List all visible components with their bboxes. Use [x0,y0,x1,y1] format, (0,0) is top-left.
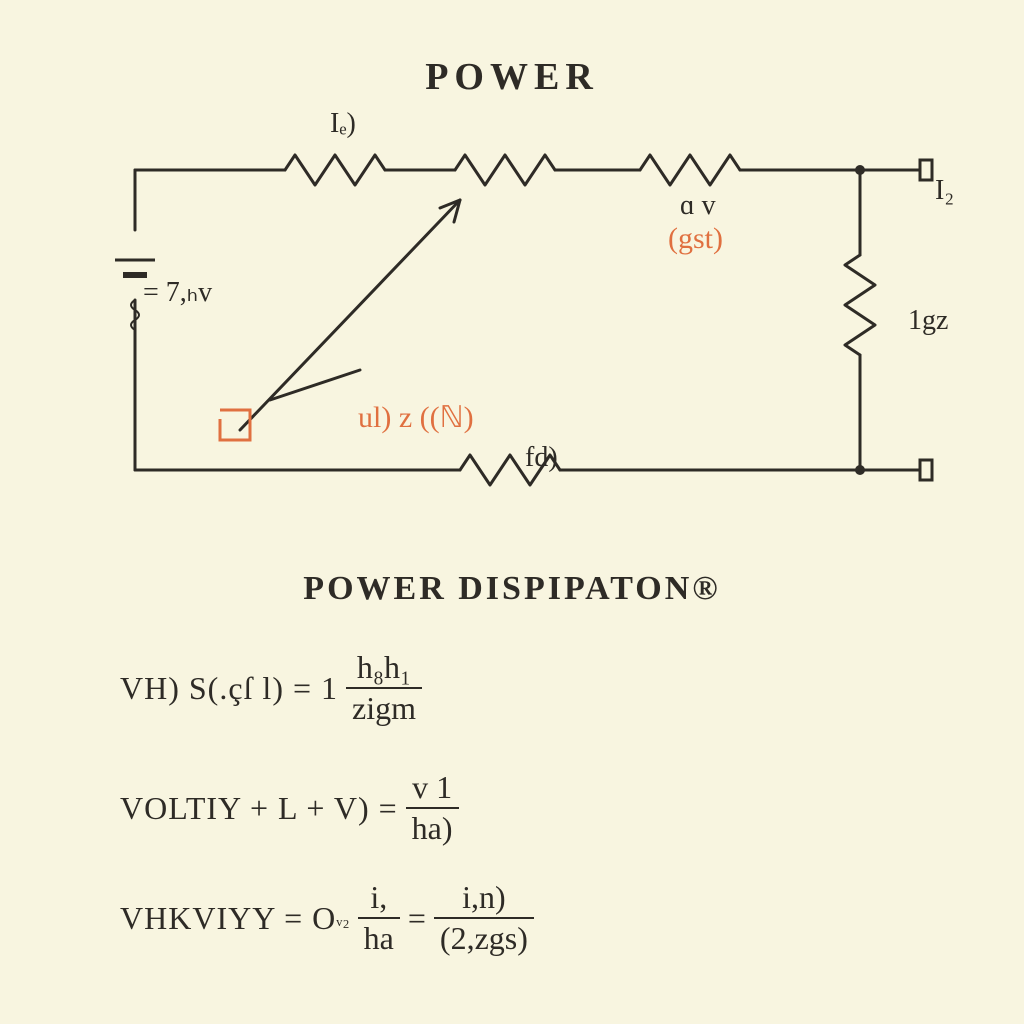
label_gv: ɑ v [680,190,716,222]
current-arrow [240,200,460,430]
label_fd: fd) [525,442,558,474]
formula3: VHKVIYY = Oᵥ₂ i, ha = i,n) (2,zgs) [120,880,542,956]
resistor-r_right [845,255,875,355]
resistor-r2_top [455,155,555,185]
formula2-frac: v 1 ha) [406,770,459,846]
formula3-sub: ᵥ₂ [336,906,349,930]
formula1-frac-den: zigm [346,691,422,726]
label_ie: Iₑ) [330,108,356,140]
label_i2: I₂ [935,175,954,207]
page-title: POWER [0,55,1024,99]
formula3-frac-bar [358,917,400,919]
label_gst: (gst) [668,222,723,256]
formula2-frac-num: v 1 [406,770,458,805]
formula2-frac-den: ha) [406,811,459,846]
circuit-diagram [60,100,970,520]
terminal-0 [920,160,932,180]
label_7hv: = 7,ₕv [143,275,212,309]
formula3-frac: i, ha [358,880,400,956]
formula2: VOLTIY + L + V) = v 1 ha) [120,770,467,846]
formula3-frac2-num: i,n) [456,880,512,915]
formula1: VH) S(.çſ l) = 1 h₈h₁ zigm [120,650,430,726]
formula1-lhs: VH) S(.çſ l) = 1 [120,670,338,707]
formula1-frac-num: h₈h₁ [351,650,417,685]
resistor-r1_top [285,155,385,185]
formula3-frac-den: ha [358,921,400,956]
formula3-mid: = [408,900,426,937]
label_ul: ul) z ((ℕ) [358,400,474,435]
formula2-frac-bar [406,807,459,809]
formula1-frac-bar [346,687,422,689]
formula3-frac2: i,n) (2,zgs) [434,880,534,956]
formula1-frac: h₈h₁ zigm [346,650,422,726]
wire-top_right [740,170,860,255]
formula3-frac-num: i, [364,880,393,915]
formula3-frac2-den: (2,zgs) [434,921,534,956]
resistor-r3_top [640,155,740,185]
label_1gz: 1gz [908,305,948,337]
formula3-lhs: VHKVIYY = O [120,900,336,937]
terminal-1 [920,460,932,480]
section-title: POWER DISPIPATON® [0,570,1024,608]
node-1 [855,465,865,475]
formula2-lhs: VOLTIY + L + V) = [120,790,398,827]
formula3-frac2-bar [434,917,534,919]
node-0 [855,165,865,175]
